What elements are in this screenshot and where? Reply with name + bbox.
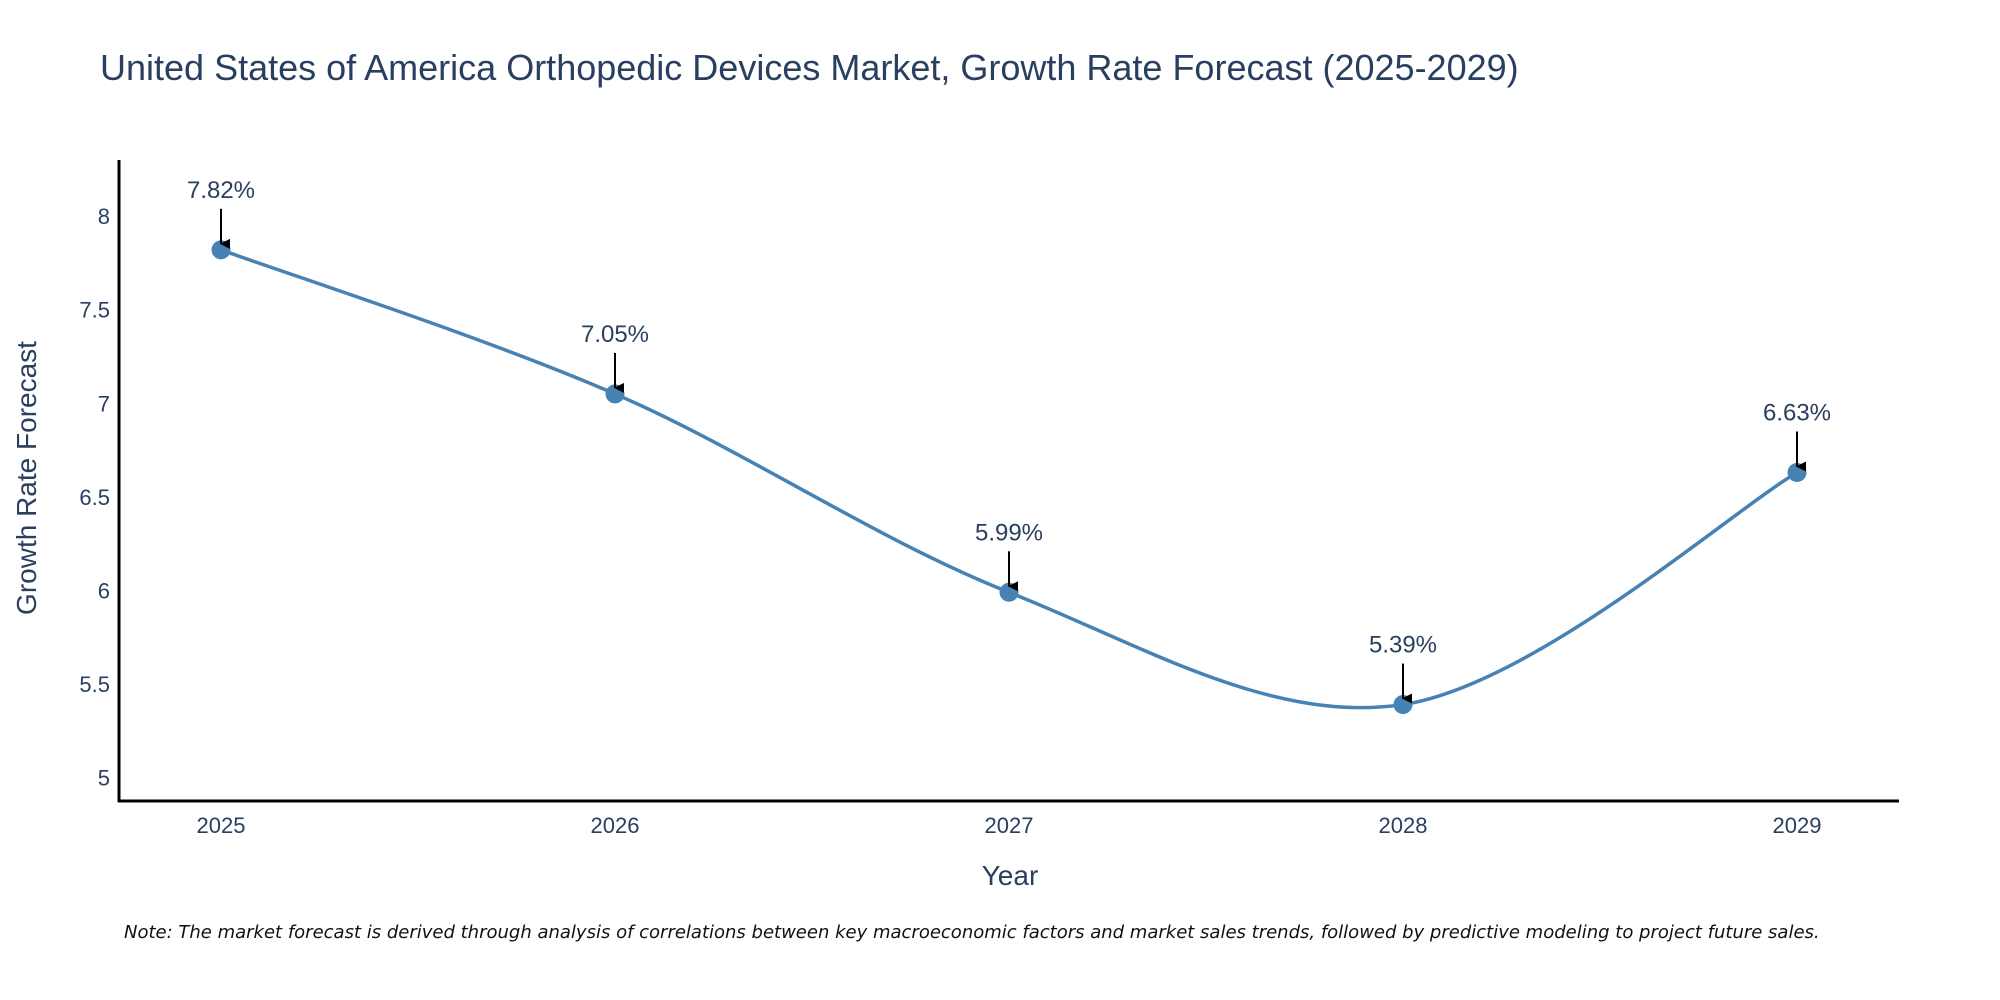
y-tick-label: 5	[98, 766, 110, 791]
data-points	[211, 240, 1807, 715]
y-axis-title: Growth Rate Forecast	[11, 341, 42, 615]
data-label: 7.05%	[581, 321, 649, 348]
series-line	[220, 248, 1798, 710]
x-axis-title: Year	[982, 860, 1039, 891]
x-tick-labels: 2025 2026 2027 2028 2029	[197, 813, 1822, 838]
y-tick-label: 7.5	[79, 298, 110, 323]
data-annotations: 7.82% 7.05% 5.99% 5.39% 6.63%	[187, 177, 1831, 704]
y-tick-labels: 5 5.5 6 6.5 7 7.5 8	[79, 204, 110, 790]
x-tick-label: 2028	[1379, 813, 1428, 838]
y-tick-label: 8	[98, 204, 110, 229]
chart-title: United States of America Orthopedic Devi…	[100, 47, 1519, 88]
x-tick-label: 2027	[985, 813, 1034, 838]
footer-note: Note: The market forecast is derived thr…	[124, 922, 1820, 943]
data-label: 6.63%	[1763, 400, 1831, 427]
x-tick-label: 2026	[591, 813, 640, 838]
y-tick-label: 6.5	[79, 485, 110, 510]
y-tick-label: 5.5	[79, 672, 110, 697]
data-label: 5.39%	[1369, 632, 1437, 659]
x-tick-label: 2025	[197, 813, 246, 838]
x-tick-label: 2029	[1773, 813, 1822, 838]
data-label: 5.99%	[975, 519, 1043, 546]
y-tick-label: 6	[98, 578, 110, 603]
data-label: 7.82%	[187, 177, 255, 204]
y-tick-label: 7	[98, 391, 110, 416]
